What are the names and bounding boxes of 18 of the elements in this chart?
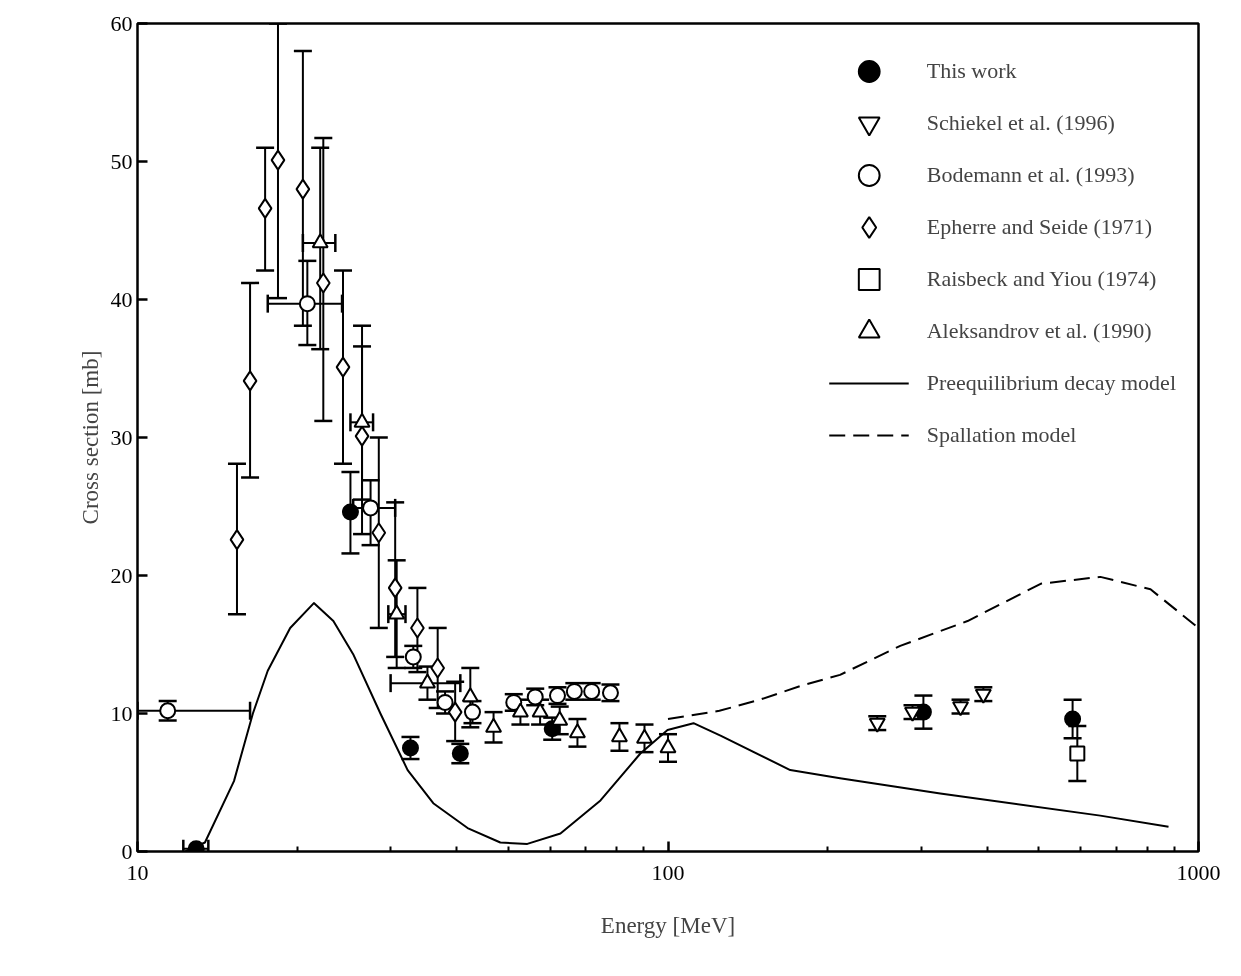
y-tick-label: 10 <box>110 700 133 726</box>
y-tick-label: 50 <box>110 148 133 174</box>
legend-label: Spallation model <box>926 422 1077 448</box>
legend-label: Raisbeck and Yiou (1974) <box>926 266 1157 292</box>
legend-label: Epherre and Seide (1971) <box>926 214 1153 240</box>
y-axis-title: Cross section [mb] <box>77 350 103 525</box>
legend-label: Bodemann et al. (1993) <box>926 162 1135 188</box>
y-tick-label: 40 <box>110 286 133 312</box>
legend-label: This work <box>926 58 1017 84</box>
y-tick-label: 60 <box>110 10 133 36</box>
x-tick-label: 100 <box>651 859 685 885</box>
legend-label: Aleksandrov et al. (1990) <box>926 318 1152 344</box>
x-tick-label: 1000 <box>1176 859 1221 885</box>
y-tick-label: 20 <box>110 562 133 588</box>
legend-label: Preequilibrium decay model <box>926 370 1176 396</box>
legend-label: Schiekel et al. (1996) <box>926 110 1115 136</box>
x-axis-title: Energy [MeV] <box>600 912 736 938</box>
y-tick-label: 30 <box>110 424 133 450</box>
